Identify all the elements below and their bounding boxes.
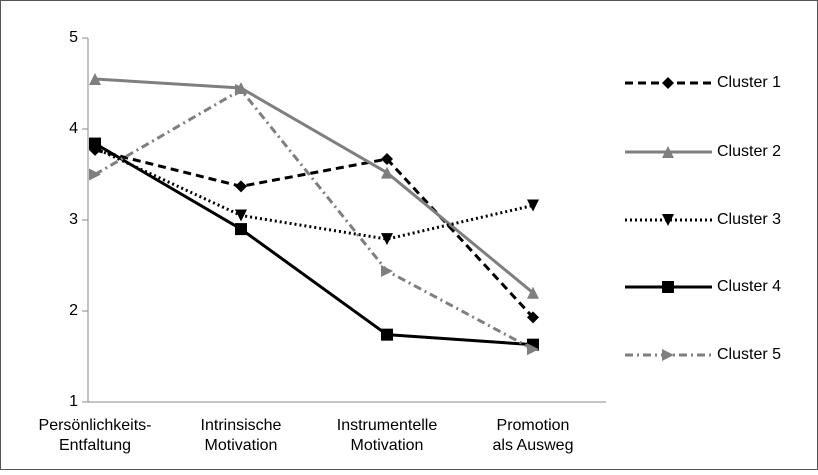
x-tick-label: Motivation [205, 437, 278, 454]
marker [89, 72, 101, 85]
legend-label: Cluster 4 [717, 278, 781, 295]
marker [381, 166, 393, 179]
y-tick-label: 3 [69, 211, 78, 228]
marker [662, 146, 674, 158]
marker [235, 223, 247, 236]
legend-label: Cluster 3 [717, 211, 781, 228]
marker [527, 311, 539, 324]
marker [89, 137, 101, 150]
marker [381, 264, 393, 277]
x-tick-label: Intrinsische [201, 417, 282, 434]
marker [662, 77, 674, 89]
legend-label: Cluster 1 [717, 74, 781, 91]
marker [381, 328, 393, 341]
series-line [94, 148, 535, 319]
marker [662, 349, 674, 361]
marker [662, 214, 674, 226]
series-line [94, 142, 534, 347]
marker [527, 199, 539, 212]
series-line [94, 88, 534, 351]
y-tick-label: 4 [69, 120, 78, 137]
x-tick-label: als Ausweg [493, 437, 574, 454]
x-tick-label: Instrumentelle [337, 417, 438, 434]
y-tick-label: 2 [69, 302, 78, 319]
marker [235, 83, 247, 96]
y-tick-label: 5 [69, 29, 78, 46]
series-line [94, 146, 534, 241]
marker [527, 286, 539, 299]
x-tick-label: Promotion [497, 417, 570, 434]
x-tick-label: Motivation [351, 437, 424, 454]
marker [527, 343, 539, 356]
x-tick-label: Persönlichkeits- [39, 417, 152, 434]
marker [235, 180, 247, 193]
marker [235, 209, 247, 222]
legend-label: Cluster 5 [717, 346, 781, 363]
series-line [94, 77, 534, 294]
marker [381, 233, 393, 246]
marker [381, 153, 393, 166]
marker [89, 168, 101, 181]
legend-label: Cluster 2 [717, 143, 781, 160]
x-tick-label: Entfaltung [59, 437, 131, 454]
marker [662, 281, 674, 293]
y-tick-label: 1 [69, 393, 78, 410]
